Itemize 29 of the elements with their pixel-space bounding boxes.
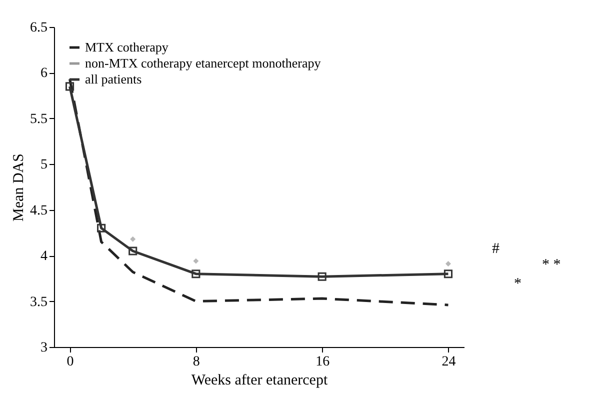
point [128, 246, 138, 256]
legend-label: all patients [85, 72, 142, 86]
y-tick-label: 6 [40, 66, 48, 82]
point [444, 270, 453, 278]
point [193, 258, 199, 264]
point [192, 270, 200, 278]
x-axis-title: Weeks after etanercept [191, 372, 328, 388]
point [130, 236, 136, 242]
y-tick-label: 3.5 [30, 294, 48, 310]
y-tick-label: 6.5 [30, 20, 48, 36]
text: * * [542, 256, 561, 273]
y-tick-label: 5 [40, 158, 48, 173]
x-tick-label: 0 [66, 354, 74, 370]
y-tick-label: 4.5 [30, 203, 48, 218]
x-tick-label: 8 [192, 354, 200, 370]
x-tick-label: 16 [316, 354, 330, 370]
point [318, 272, 326, 281]
point [445, 261, 451, 267]
y-axis-title: Mean DAS [11, 154, 27, 222]
legend-label: MTX cotherapy [85, 40, 169, 54]
y-tick-label: 3 [40, 340, 48, 356]
text: # [492, 240, 500, 257]
y-tick-label: 4 [40, 249, 48, 264]
legend-label: non-MTX cotherapy etanercept monotherapy [85, 56, 322, 70]
text: * [514, 276, 522, 292]
x-tick-label: 24 [442, 354, 456, 370]
point [65, 82, 74, 91]
y-tick-label: 5.5 [30, 112, 48, 127]
point [97, 224, 106, 232]
